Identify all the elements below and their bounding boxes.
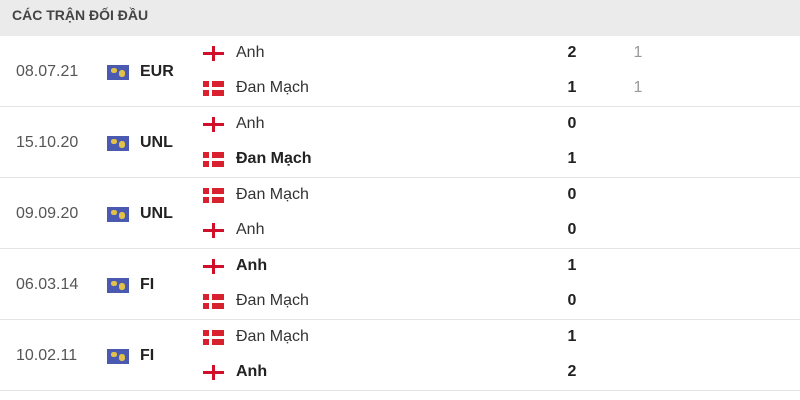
team-away[interactable]: Anh [203,220,264,240]
team-name: Đan Mạch [236,186,309,203]
competition-label: EUR [140,63,174,80]
denmark-flag-icon [203,293,224,309]
section-title: CÁC TRẬN ĐỐI ĐẦU [12,7,149,23]
halftime-score-away: 1 [633,79,643,96]
team-name: Đan Mạch [236,79,309,96]
score-home: 0 [567,186,577,203]
team-name: Anh [236,44,265,61]
england-flag-icon [203,45,224,61]
england-flag-icon [203,116,224,132]
score-home: 2 [567,44,577,61]
match-row[interactable]: 06.03.14 FI Anh 1 Đan Mạch 0 [0,249,800,320]
halftime-score-home: 1 [633,44,643,61]
match-list: 08.07.21 EUR Anh 2 1 Đan Mạch 1 1 15.10.2… [0,36,800,391]
score-away: 0 [567,292,577,309]
match-row[interactable]: 08.07.21 EUR Anh 2 1 Đan Mạch 1 1 [0,36,800,107]
team-home[interactable]: Anh [203,114,264,134]
competition-label: FI [140,276,155,293]
england-flag-icon [203,258,224,274]
world-map-icon [107,277,129,293]
team-home[interactable]: Anh [203,256,267,276]
team-name: Anh [236,221,265,238]
score-away: 1 [567,150,577,167]
denmark-flag-icon [203,80,224,96]
team-home[interactable]: Đan Mạch [203,185,309,205]
denmark-flag-icon [203,187,224,203]
world-map-icon [107,206,129,222]
competition-label: UNL [140,134,173,151]
match-date: 10.02.11 [16,347,78,364]
world-map-icon [107,348,129,364]
match-row[interactable]: 10.02.11 FI Đan Mạch 1 Anh 2 [0,320,800,391]
score-away: 1 [567,79,577,96]
team-home[interactable]: Anh [203,43,264,63]
denmark-flag-icon [203,151,224,167]
score-away: 0 [567,221,577,238]
match-date: 06.03.14 [16,276,79,293]
score-home: 1 [567,257,577,274]
competition: UNL [107,134,173,152]
team-name: Đan Mạch [236,150,312,167]
match-date: 15.10.20 [16,134,79,151]
match-row[interactable]: 15.10.20 UNL Anh 0 Đan Mạch 1 [0,107,800,178]
competition: EUR [107,63,174,81]
team-away[interactable]: Đan Mạch [203,149,312,169]
score-home: 1 [567,328,577,345]
team-home[interactable]: Đan Mạch [203,327,309,347]
score-away: 2 [567,363,577,380]
score-home: 0 [567,115,577,132]
competition: FI [107,276,154,294]
team-away[interactable]: Anh [203,362,267,382]
team-name: Đan Mạch [236,328,309,345]
match-date: 08.07.21 [16,63,79,80]
match-date: 09.09.20 [16,205,79,222]
competition-label: UNL [140,205,173,222]
team-name: Đan Mạch [236,292,309,309]
team-away[interactable]: Đan Mạch [203,291,309,311]
competition: UNL [107,205,173,223]
denmark-flag-icon [203,329,224,345]
competition-label: FI [140,347,155,364]
world-map-icon [107,64,129,80]
competition: FI [107,347,154,365]
world-map-icon [107,135,129,151]
match-row[interactable]: 09.09.20 UNL Đan Mạch 0 Anh 0 [0,178,800,249]
england-flag-icon [203,364,224,380]
team-name: Anh [236,257,268,274]
england-flag-icon [203,222,224,238]
team-away[interactable]: Đan Mạch [203,78,309,98]
team-name: Anh [236,115,265,132]
section-header: CÁC TRẬN ĐỐI ĐẦU [0,0,800,36]
team-name: Anh [236,363,268,380]
